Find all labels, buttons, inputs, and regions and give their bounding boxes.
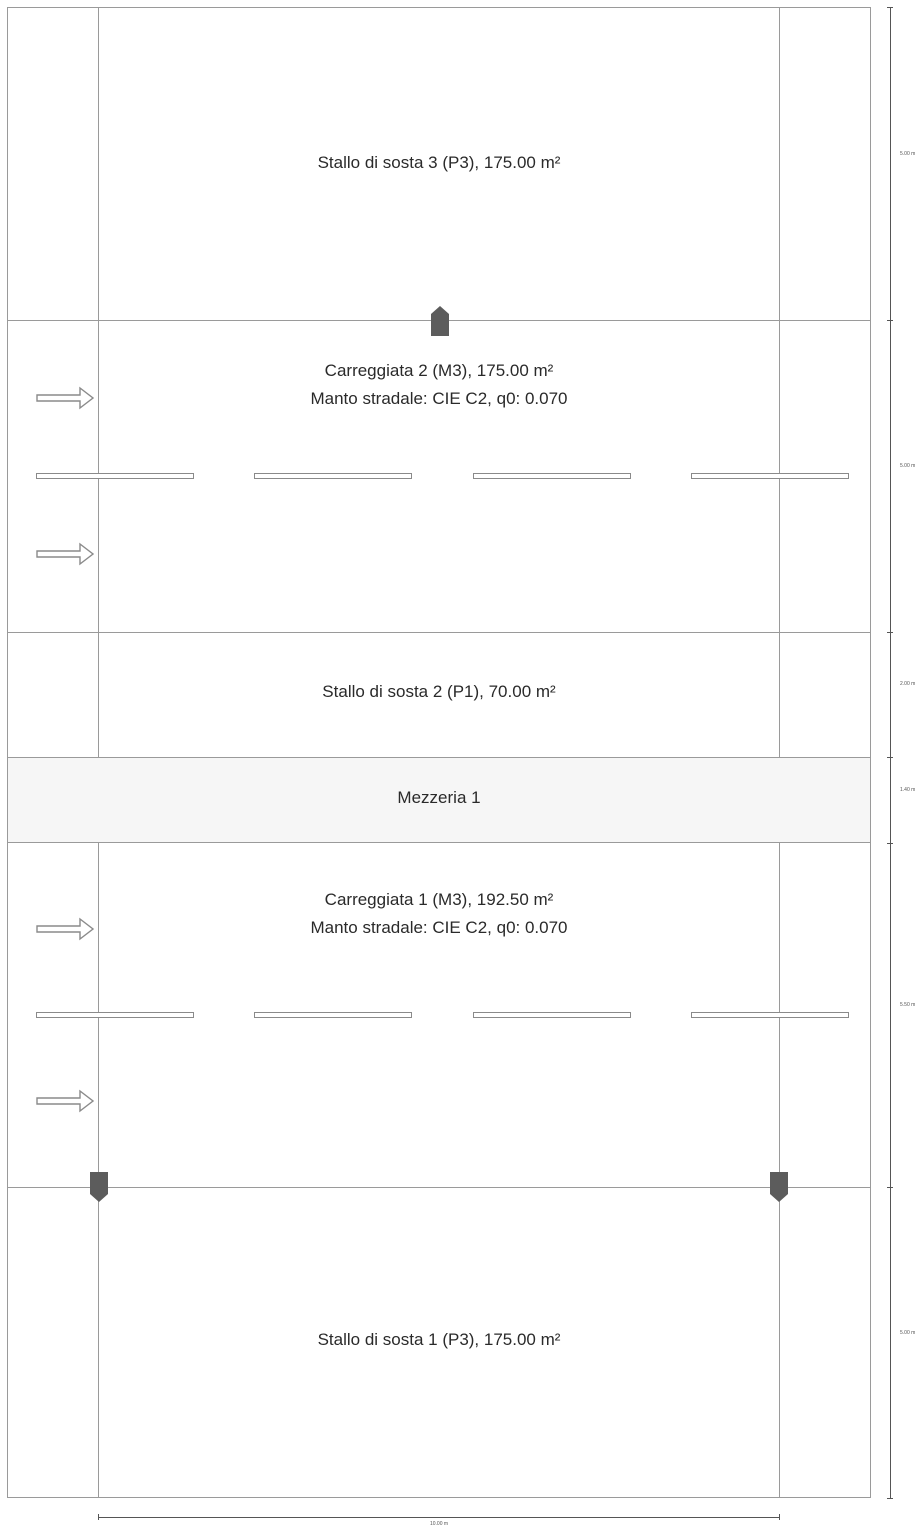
- traffic-direction-arrow-icon: [36, 386, 94, 410]
- boundary-line: [8, 1187, 870, 1188]
- luminaire-marker-icon[interactable]: [89, 1171, 109, 1203]
- carreggiata-2-title: Carreggiata 2 (M3), 175.00 m²: [324, 361, 554, 380]
- pole-line-right: [779, 8, 780, 1498]
- pole-line-left: [98, 8, 99, 1498]
- dimension-tick: [779, 1514, 780, 1520]
- dimension-tick: [887, 843, 893, 844]
- dimension-label: 2.00 m: [900, 681, 916, 687]
- lane-dash: [254, 473, 412, 479]
- bottom-dimension-line: [98, 1517, 780, 1518]
- dimension-tick: [887, 1187, 893, 1188]
- stallo-3-label: Stallo di sosta 3 (P3), 175.00 m²: [317, 153, 561, 172]
- traffic-direction-arrow-icon: [36, 1089, 94, 1113]
- mezzeria-label: Mezzeria 1: [397, 788, 481, 807]
- dimension-label: 10.00 m: [429, 1521, 449, 1527]
- dimension-tick: [887, 1498, 893, 1499]
- lane-dash: [473, 1012, 631, 1018]
- lane-dash: [36, 473, 194, 479]
- stallo-2-label: Stallo di sosta 2 (P1), 70.00 m²: [322, 682, 556, 701]
- dimension-tick: [887, 7, 893, 8]
- dimension-label: 5.00 m: [900, 463, 916, 469]
- dimension-label: 5.00 m: [900, 1330, 916, 1336]
- dimension-tick: [887, 757, 893, 758]
- mezzeria-band: [8, 757, 870, 843]
- dimension-tick: [98, 1514, 99, 1520]
- carreggiata-1-title: Carreggiata 1 (M3), 192.50 m²: [324, 890, 554, 909]
- traffic-direction-arrow-icon: [36, 917, 94, 941]
- lane-dash: [691, 473, 849, 479]
- lane-dash: [473, 473, 631, 479]
- carreggiata-1-surface: Manto stradale: CIE C2, q0: 0.070: [310, 918, 568, 937]
- dimension-label: 5.50 m: [900, 1002, 916, 1008]
- luminaire-marker-icon[interactable]: [769, 1171, 789, 1203]
- traffic-direction-arrow-icon: [36, 542, 94, 566]
- dimension-label: 1.40 m: [900, 787, 916, 793]
- lane-dash: [36, 1012, 194, 1018]
- lane-dash: [254, 1012, 412, 1018]
- right-dimension-line: [890, 7, 891, 1499]
- plan-frame: [7, 7, 871, 1498]
- dimension-label: 5.00 m: [900, 151, 916, 157]
- dimension-tick: [887, 320, 893, 321]
- dimension-tick: [887, 632, 893, 633]
- luminaire-marker-icon[interactable]: [430, 305, 450, 337]
- stallo-1-label: Stallo di sosta 1 (P3), 175.00 m²: [317, 1330, 561, 1349]
- carreggiata-2-surface: Manto stradale: CIE C2, q0: 0.070: [310, 389, 568, 408]
- boundary-line: [8, 632, 870, 633]
- lane-dash: [691, 1012, 849, 1018]
